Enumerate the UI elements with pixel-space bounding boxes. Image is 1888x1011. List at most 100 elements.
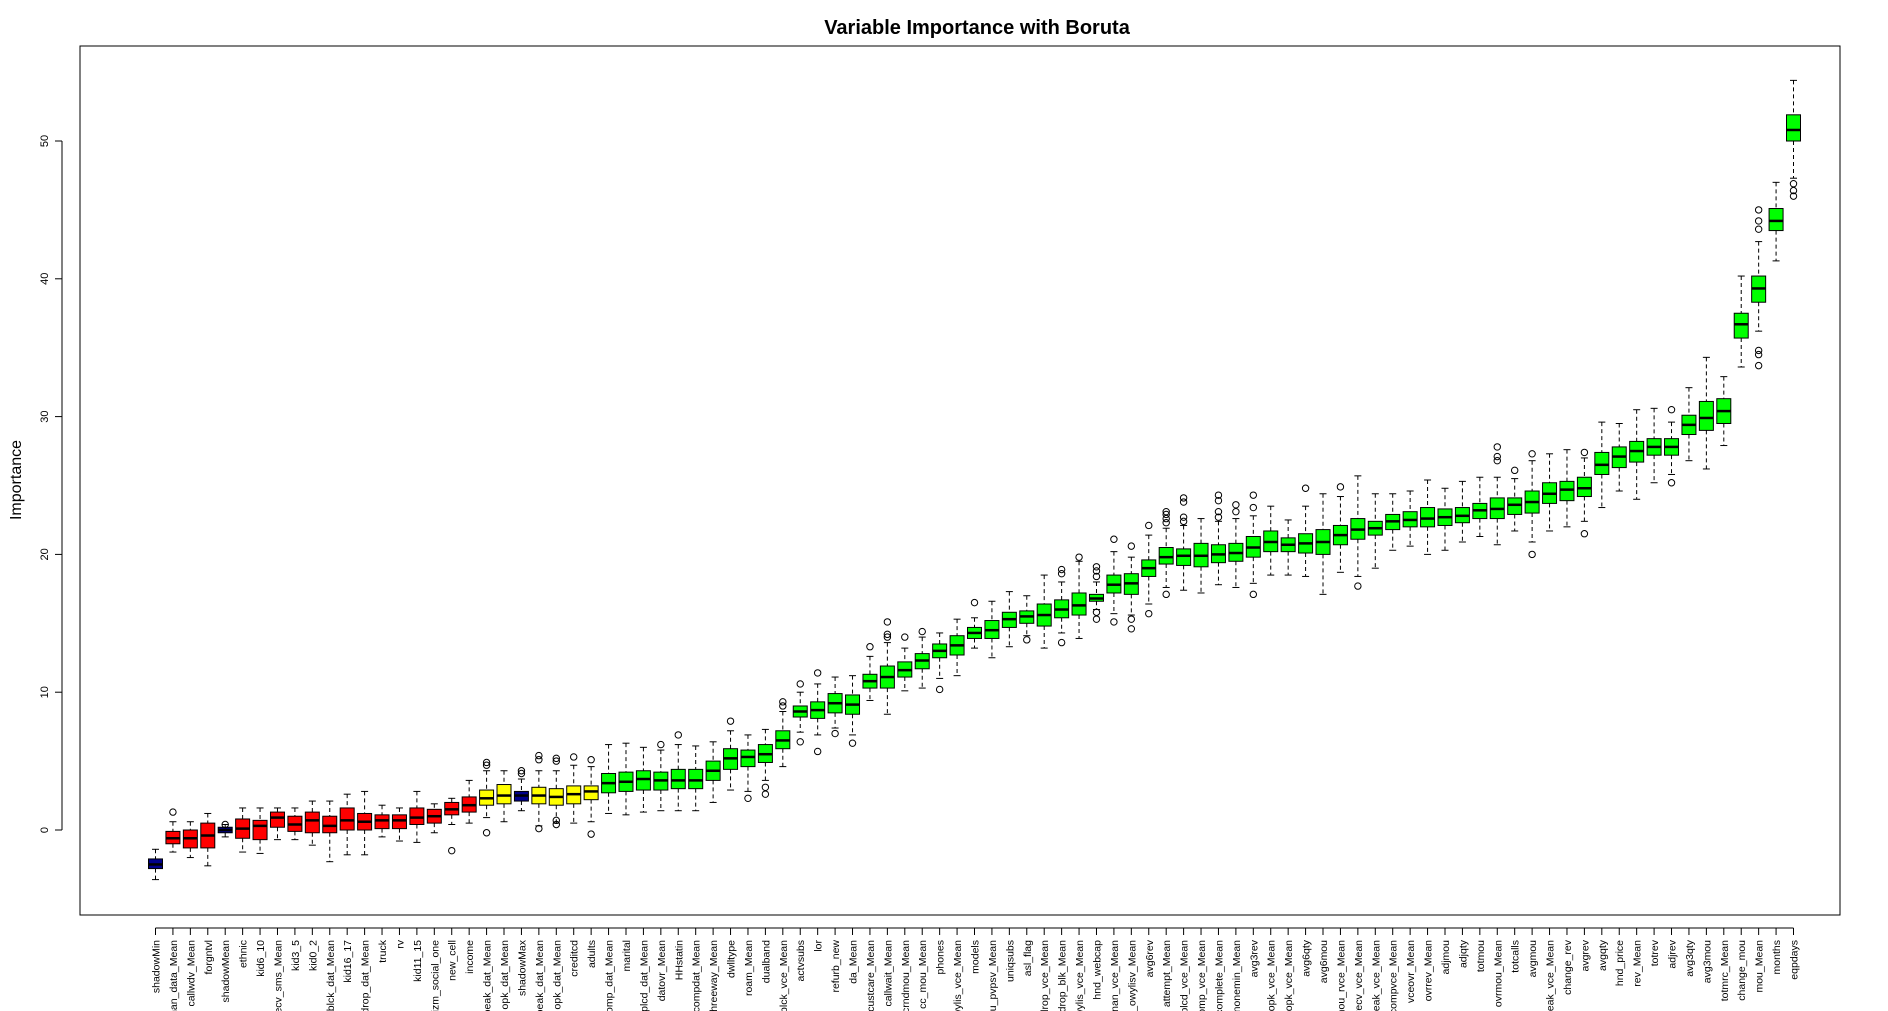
outlier-point — [813, 669, 822, 677]
outlier-point — [761, 783, 770, 791]
outlier-point — [1493, 452, 1501, 461]
x-tick-label: new_cell — [447, 940, 459, 981]
x-tick-label: avg3mou — [1701, 940, 1713, 983]
box-unan_vce_Mean — [1106, 535, 1122, 626]
x-tick-label: ccrndmou_Mean — [900, 940, 912, 1011]
chart-title: Variable Importance with Boruta — [824, 17, 1131, 39]
box-iqr — [1733, 312, 1749, 339]
y-tick-label: 20 — [39, 548, 51, 560]
x-tick-label: threeway_Mean — [708, 940, 720, 1011]
x-tick-label: peak_vce_Mean — [1370, 940, 1382, 1011]
box-avg3rev — [1245, 491, 1261, 599]
box-kid0_2 — [304, 800, 320, 846]
x-tick-label: blck_vce_Mean — [778, 940, 790, 1011]
box-drop_vce_Mean — [1036, 574, 1052, 649]
outlier-point — [796, 680, 804, 688]
box-iqr — [670, 768, 686, 790]
box-ovrrev_Mean — [1420, 479, 1436, 555]
box-avg6qty — [1298, 484, 1314, 577]
outlier-point — [1754, 350, 1763, 359]
x-tick-label: totmou — [1475, 940, 1487, 972]
outlier-point — [883, 633, 892, 641]
outlier-point — [1214, 491, 1223, 499]
x-tick-label: eqpdays — [1789, 940, 1801, 980]
x-tick-label: peak_dat_Mean — [534, 940, 546, 1011]
box-iqr — [1420, 507, 1436, 528]
x-tick-label: opk_vce_Mean — [1266, 940, 1278, 1011]
outlier-point — [883, 630, 892, 639]
outlier-point — [883, 618, 892, 626]
x-tick-label: shadowMax — [516, 939, 528, 996]
x-tick-label: kid11_15 — [412, 940, 424, 982]
outlier-point — [587, 756, 595, 764]
x-tick-label: unan_vce_Mean — [1109, 940, 1121, 1011]
box-iqr — [322, 815, 338, 834]
box-lor — [810, 669, 826, 756]
box-drop_dat_Mean — [357, 790, 373, 856]
outlier-point — [1092, 567, 1101, 575]
outlier-point — [1667, 479, 1676, 487]
outlier-point — [1092, 615, 1101, 623]
box-iqr — [252, 819, 268, 841]
x-tick-label: avgqty — [1597, 939, 1609, 971]
box-blck_vce_Mean — [775, 698, 791, 768]
box-drop_blk_Mean — [1054, 565, 1070, 647]
x-tick-label: truck — [377, 939, 389, 963]
box-iqr — [374, 814, 390, 830]
outlier-point — [831, 729, 839, 738]
box-opk_dat_Mean — [548, 754, 564, 829]
x-tick-label: plcd_dat_Mean — [638, 940, 650, 1011]
box-plcd_vce_Mean — [1176, 494, 1192, 591]
box-iqr — [339, 807, 355, 831]
box-shadowMean — [217, 820, 233, 838]
box-iwylis_vce_Mean — [1071, 553, 1087, 639]
x-tick-label: peak_vce_Mean — [1545, 940, 1557, 1011]
outlier-point — [761, 790, 770, 798]
x-tick-label: avg6rev — [1144, 939, 1156, 977]
outlier-point — [1789, 192, 1798, 200]
outlier-point — [517, 767, 526, 775]
box-kid11_15 — [409, 790, 425, 843]
outlier-point — [1528, 550, 1536, 559]
x-tick-label: dwlltype — [726, 940, 738, 978]
box-cc_mou_Mean — [914, 627, 930, 689]
box-hnd_price — [1611, 422, 1627, 492]
box-change_rev — [1559, 449, 1575, 528]
outlier-point — [1075, 553, 1083, 561]
outlier-point — [1754, 217, 1763, 225]
box-iqr — [1559, 480, 1575, 502]
outlier-point — [1162, 519, 1170, 527]
box-iqr — [1768, 208, 1784, 232]
outlier-point — [448, 846, 456, 855]
outlier-point — [1754, 361, 1763, 370]
box-kid3_5 — [287, 807, 303, 841]
outlier-point — [779, 702, 787, 710]
box-avg3qty — [1681, 387, 1697, 462]
y-tick-label: 30 — [39, 410, 51, 422]
box-callwait_Mean — [879, 618, 895, 715]
x-tick-label: HHstatin — [673, 940, 685, 980]
outlier-point — [848, 739, 857, 747]
outlier-point — [552, 816, 560, 825]
box-iqr — [635, 770, 651, 791]
outlier-point — [1510, 466, 1519, 475]
x-tick-label: kid0_2 — [307, 940, 319, 971]
x-tick-label: ovr_owylisv_Mean — [1126, 940, 1138, 1011]
x-tick-label: adults — [586, 940, 598, 968]
outlier-point — [1057, 569, 1066, 578]
box-recv_vce_Mean — [1350, 475, 1366, 590]
x-tick-label: hnd_price — [1614, 940, 1626, 986]
x-tick-label: opk_dat_Mean — [551, 940, 563, 1010]
box-shadowMax — [513, 767, 529, 812]
outlier-point — [866, 643, 874, 651]
outlier-point — [744, 794, 752, 803]
x-tick-label: prizm_social_one — [429, 940, 441, 1011]
outlier-point — [1214, 513, 1223, 521]
box-totrev — [1646, 407, 1662, 484]
box-iqr — [409, 807, 425, 825]
box-iqr — [1507, 497, 1523, 515]
x-tick-label: opk_vce_Mean — [1283, 940, 1295, 1011]
outlier-point — [674, 731, 682, 739]
outlier-point — [1580, 530, 1589, 538]
